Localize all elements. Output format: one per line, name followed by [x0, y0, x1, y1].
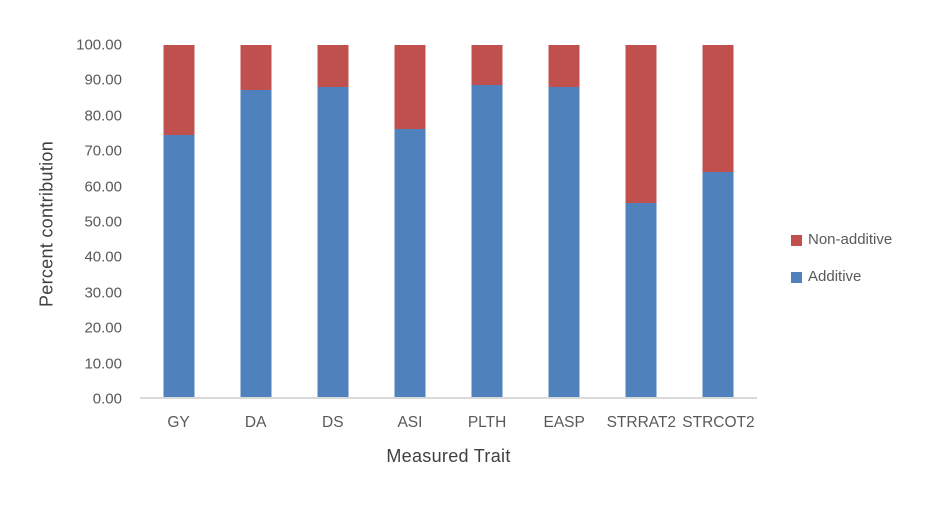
- segment-additive-da: [240, 89, 272, 397]
- segment-additive-easp: [548, 87, 580, 397]
- y-tick-label: 70.00: [84, 142, 122, 160]
- x-axis-title: Measured Trait: [386, 446, 511, 466]
- stacked-bar-strcot2: [702, 45, 734, 397]
- legend-swatch-icon: [791, 271, 802, 283]
- segment-additive-ds: [317, 86, 349, 397]
- x-tick-label-easp: EASP: [543, 414, 585, 431]
- bar-slot-plth: [449, 45, 526, 397]
- bar-slot-ds: [294, 45, 371, 397]
- y-tick-label: 100.00: [76, 36, 122, 54]
- segment-additive-asi: [394, 129, 426, 397]
- y-tick-label: 90.00: [84, 71, 122, 89]
- y-tick-label: 0.00: [92, 390, 122, 408]
- x-tick-label-gy: GY: [167, 414, 190, 431]
- segment-additive-strrat2: [625, 203, 657, 397]
- y-tick-label: 50.00: [84, 213, 122, 231]
- stacked-bar-ds: [317, 45, 349, 397]
- segment-additive-plth: [471, 85, 503, 397]
- legend-label: Non-additive: [808, 231, 893, 248]
- segment-additive-strcot2: [702, 171, 734, 397]
- y-tick-label: 20.00: [84, 319, 122, 337]
- segment-non-additive-asi: [394, 45, 426, 130]
- y-tick-label: 10.00: [84, 355, 122, 373]
- legend-item-non-additive: Non-additive: [791, 231, 892, 249]
- segment-non-additive-da: [240, 45, 272, 90]
- y-tick-label: 40.00: [84, 248, 122, 266]
- segment-non-additive-strrat2: [625, 45, 657, 204]
- x-axis: GY DA DS ASI PLTH EASP STRRAT2 STRCOT2: [140, 414, 757, 434]
- legend: Non-additive Additive: [791, 231, 892, 286]
- bar-slot-asi: [371, 45, 448, 397]
- bar-slot-gy: [140, 45, 217, 397]
- x-tick-label-ds: DS: [322, 414, 344, 431]
- segment-non-additive-gy: [163, 45, 195, 135]
- bar-slot-da: [217, 45, 294, 397]
- y-axis: 100.00 90.00 80.00 70.00 60.00 50.00 40.00 30.0…: [0, 37, 122, 408]
- segment-non-additive-plth: [471, 45, 503, 86]
- legend-swatch-icon: [791, 234, 802, 246]
- segment-non-additive-ds: [317, 45, 349, 87]
- bar-slot-strrat2: [603, 45, 680, 397]
- x-tick-label-da: DA: [244, 414, 267, 431]
- stacked-bar-plth: [471, 45, 503, 397]
- bar-slot-strcot2: [680, 45, 757, 397]
- x-tick-label-strrat2: STRRAT2: [606, 414, 677, 431]
- stacked-bar-easp: [548, 45, 580, 397]
- y-tick-label: 80.00: [84, 107, 122, 125]
- bar-slot-easp: [526, 45, 603, 397]
- stacked-bar-strrat2: [625, 45, 657, 397]
- stacked-bar-da: [240, 45, 272, 397]
- legend-label: Additive: [808, 268, 862, 285]
- x-tick-label-strcot2: STRCOT2: [682, 414, 755, 431]
- stacked-bar-gy: [163, 45, 195, 397]
- segment-additive-gy: [163, 134, 195, 397]
- x-tick-label-plth: PLTH: [467, 414, 507, 431]
- x-tick-label-asi: ASI: [397, 414, 423, 431]
- plot-area: [140, 45, 757, 399]
- segment-non-additive-easp: [548, 45, 580, 88]
- stacked-bar-asi: [394, 45, 426, 397]
- y-tick-label: 30.00: [84, 284, 122, 302]
- segment-non-additive-strcot2: [702, 45, 734, 172]
- y-tick-label: 60.00: [84, 178, 122, 196]
- legend-item-additive: Additive: [791, 268, 892, 286]
